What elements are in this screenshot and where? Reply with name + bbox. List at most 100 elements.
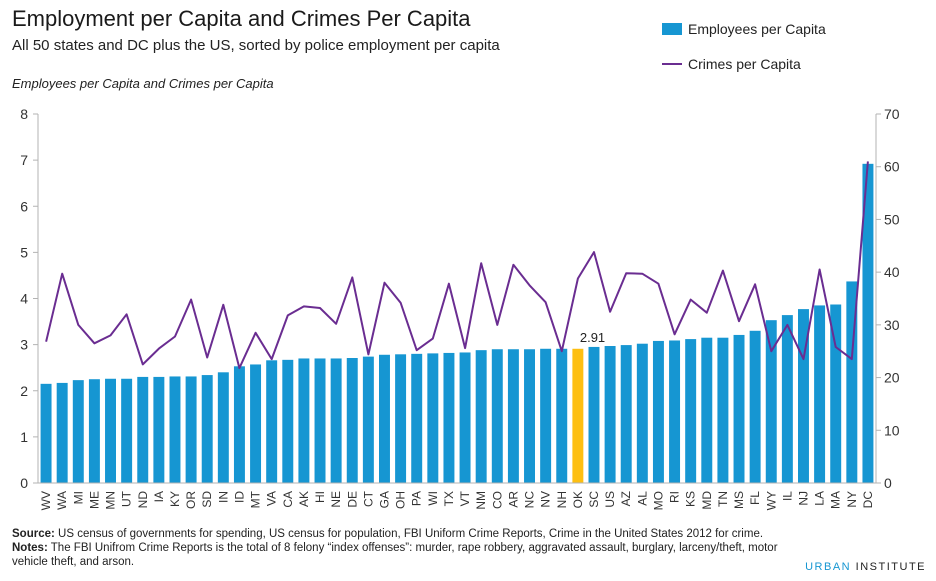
- bar-wv: [40, 383, 52, 483]
- bar-ri: [669, 340, 681, 483]
- bar-tn: [717, 337, 729, 483]
- bar-wy: [765, 320, 777, 483]
- bar-va: [266, 360, 278, 483]
- x-tick-label-fl: FL: [748, 491, 762, 505]
- x-tick-label-mi: MI: [71, 491, 85, 504]
- x-tick-label-id: ID: [232, 491, 246, 503]
- x-tick-label-ky: KY: [168, 491, 182, 507]
- y-left-tick-label: 2: [20, 383, 28, 399]
- x-tick-label-me: ME: [87, 491, 101, 509]
- x-tick-label-al: AL: [635, 491, 649, 506]
- bar-oh: [395, 354, 407, 483]
- bar-mo: [652, 340, 664, 483]
- bar-nv: [540, 348, 552, 483]
- x-tick-label-sd: SD: [200, 491, 214, 508]
- bar-ny: [846, 281, 858, 483]
- bar-dc: [862, 163, 874, 483]
- x-tick-label-ny: NY: [845, 491, 859, 508]
- y-left-tick-label: 8: [20, 106, 28, 122]
- x-tick-label-oh: OH: [394, 491, 408, 509]
- x-tick-label-wi: WI: [426, 491, 440, 506]
- bar-pa: [411, 353, 423, 483]
- bar-nd: [137, 376, 149, 483]
- bar-ca: [282, 359, 294, 483]
- x-tick-label-sc: SC: [587, 491, 601, 508]
- x-tick-label-tx: TX: [442, 491, 456, 506]
- bar-hi: [314, 358, 326, 483]
- y-right-tick-label: 30: [884, 317, 900, 333]
- x-tick-label-md: MD: [700, 491, 714, 510]
- x-tick-label-il: IL: [780, 491, 794, 501]
- bar-ma: [830, 304, 842, 483]
- bar-in: [217, 372, 229, 483]
- bar-nm: [475, 350, 487, 483]
- x-tick-label-us: US: [603, 491, 617, 508]
- x-tick-label-de: DE: [345, 491, 359, 508]
- y-right-tick-label: 20: [884, 370, 900, 386]
- legend-item-employees: Employees per Capita: [662, 18, 826, 40]
- y-left-tick-label: 4: [20, 291, 28, 307]
- x-tick-label-wa: WA: [55, 491, 69, 510]
- bar-nh: [556, 348, 568, 483]
- x-tick-label-nj: NJ: [796, 491, 810, 506]
- bar-tx: [443, 352, 455, 483]
- x-tick-label-ne: NE: [329, 491, 343, 508]
- x-tick-label-ok: OK: [571, 491, 585, 508]
- legend-bar-swatch: [662, 23, 682, 35]
- line-crimes-per-capita: [45, 161, 869, 370]
- x-tick-label-nm: NM: [474, 491, 488, 510]
- legend: Employees per Capita Crimes per Capita: [662, 18, 826, 88]
- bar-ut: [121, 378, 133, 483]
- bar-vt: [459, 352, 471, 483]
- x-tick-label-nd: ND: [136, 491, 150, 509]
- x-tick-label-mn: MN: [104, 491, 118, 510]
- bar-wa: [56, 382, 68, 483]
- x-tick-label-co: CO: [490, 491, 504, 509]
- notes-note: Notes: The FBI Unifrom Crime Reports is …: [12, 542, 778, 568]
- y-right-tick-label: 40: [884, 264, 900, 280]
- bar-ga: [379, 354, 390, 483]
- x-tick-label-ca: CA: [281, 491, 295, 508]
- chart-footnotes: Source: US census of governments for spe…: [12, 527, 792, 569]
- bar-al: [636, 343, 648, 483]
- bar-ky: [169, 376, 181, 483]
- x-tick-label-nc: NC: [523, 491, 537, 509]
- y-axis-label: Employees per Capita and Crimes per Capi…: [12, 76, 274, 91]
- x-tick-label-la: LA: [813, 491, 827, 506]
- x-tick-label-hi: HI: [313, 491, 327, 503]
- y-right-tick-label: 0: [884, 475, 892, 491]
- bar-ne: [330, 358, 342, 483]
- bar-nj: [798, 309, 809, 483]
- x-tick-label-az: AZ: [619, 491, 633, 506]
- chart-title: Employment per Capita and Crimes Per Cap…: [12, 6, 471, 31]
- y-left-tick-label: 7: [20, 152, 28, 168]
- x-tick-label-nv: NV: [539, 491, 553, 508]
- legend-line-swatch: [662, 63, 682, 65]
- x-tick-label-mo: MO: [651, 491, 665, 510]
- x-tick-label-ia: IA: [152, 491, 166, 502]
- legend-label-employees: Employees per Capita: [688, 21, 826, 37]
- x-tick-label-tn: TN: [716, 491, 730, 507]
- y-left-tick-label: 1: [20, 429, 28, 445]
- bar-sd: [201, 375, 213, 483]
- y-right-tick-label: 60: [884, 159, 900, 175]
- x-tick-label-wy: WY: [764, 491, 778, 510]
- bar-us: [604, 346, 616, 483]
- bar-md: [701, 337, 713, 483]
- x-tick-label-ms: MS: [732, 491, 746, 509]
- bar-wi: [427, 353, 439, 483]
- x-tick-label-dc: DC: [861, 491, 875, 509]
- y-right-tick-label: 10: [884, 422, 900, 438]
- bar-la: [814, 305, 826, 483]
- chart-subtitle: All 50 states and DC plus the US, sorted…: [12, 37, 500, 54]
- bar-ak: [298, 358, 310, 483]
- source-note: Source: US census of governments for spe…: [12, 528, 764, 540]
- bar-mt: [250, 364, 262, 483]
- bar-ct: [362, 356, 374, 483]
- bar-mn: [105, 378, 116, 483]
- x-tick-label-ks: KS: [684, 491, 698, 507]
- x-tick-label-vt: VT: [458, 490, 472, 506]
- urban-institute-logo: URBAN INSTITUTE: [805, 561, 926, 573]
- bar-ms: [733, 334, 745, 483]
- x-tick-label-ma: MA: [829, 491, 843, 509]
